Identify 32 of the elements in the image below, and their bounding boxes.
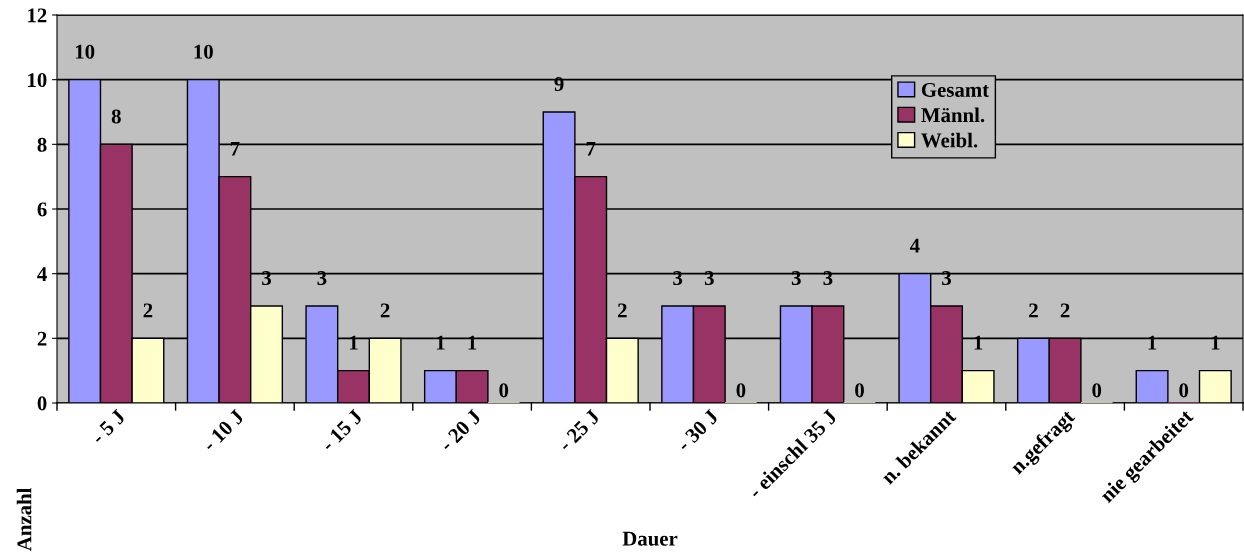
data-label: 2 (1029, 303, 1038, 318)
x-tick-label: - 30 J (675, 408, 720, 453)
y-tick-label: 10 (28, 73, 47, 88)
data-label: 2 (617, 303, 627, 318)
data-label: 2 (380, 303, 390, 318)
data-label: 0 (499, 383, 509, 398)
data-label: 2 (143, 303, 153, 318)
data-label: 8 (111, 109, 121, 124)
x-tick-label: - 5 J (90, 408, 127, 445)
data-label: 0 (855, 383, 864, 398)
legend-label: Gesamt (921, 82, 990, 97)
y-tick-label: 6 (37, 202, 47, 217)
y-tick-label: 12 (28, 8, 47, 23)
x-tick-label: - 10 J (201, 408, 245, 453)
legend-label: Weibl. (921, 132, 978, 148)
data-label: 4 (909, 238, 920, 253)
y-tick-label: 8 (37, 137, 47, 152)
data-label: 0 (1092, 383, 1102, 398)
data-label: 0 (736, 383, 746, 398)
data-label: 10 (194, 44, 213, 59)
x-tick-label: - 20 J (438, 408, 483, 453)
y-tick-label: 0 (37, 396, 47, 411)
x-tick-label: - 25 J (557, 408, 601, 453)
data-label: 2 (1060, 303, 1070, 318)
legend-label: Männl. (921, 107, 985, 123)
data-label: 10 (75, 44, 95, 59)
x-tick-label: - 15 J (320, 408, 364, 453)
y-tick-label: 2 (37, 331, 47, 346)
y-tick-label: 4 (37, 267, 47, 281)
data-label: 0 (1179, 383, 1189, 398)
y-axis-title: Anzahl (16, 487, 32, 552)
x-axis-title: Dauer (622, 531, 678, 546)
